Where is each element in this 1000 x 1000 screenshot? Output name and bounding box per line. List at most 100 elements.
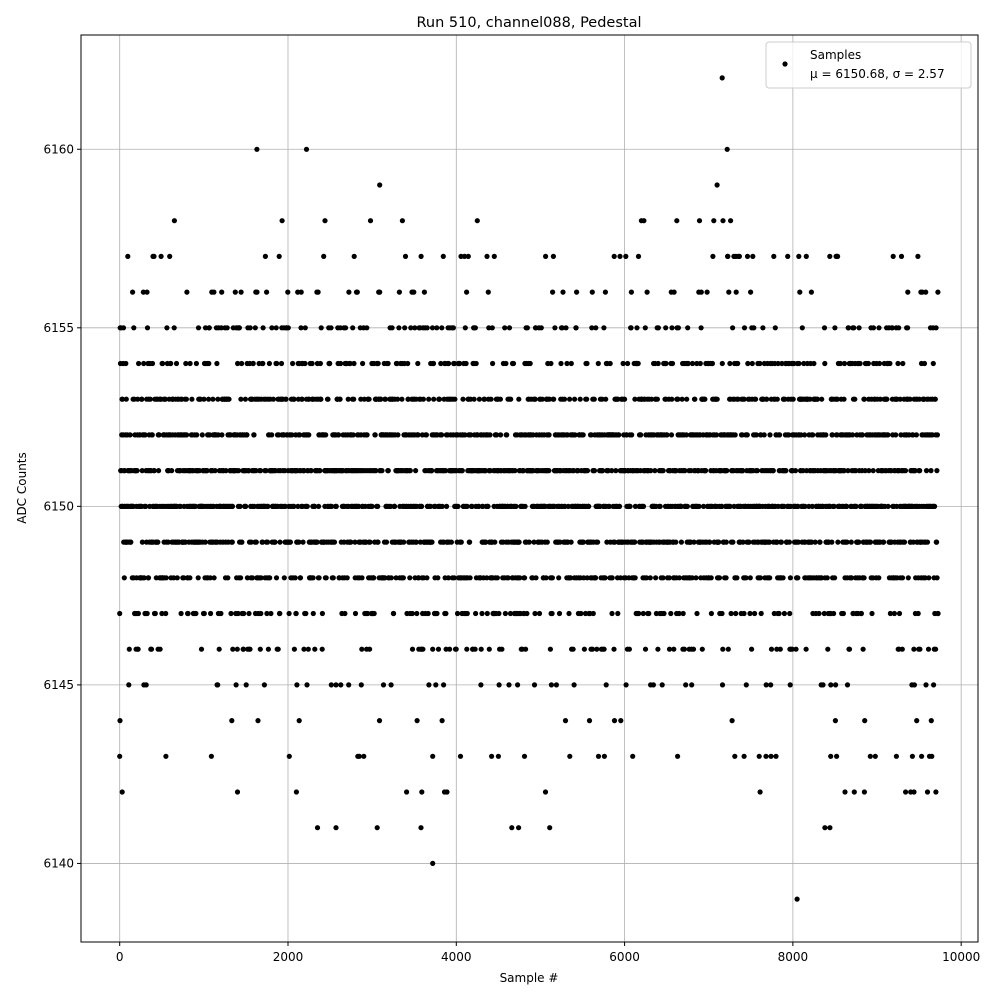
data-point [905,325,911,331]
data-point [478,646,484,652]
data-point [616,432,622,438]
data-point [458,539,464,545]
data-point [754,468,761,474]
data-point [506,682,512,688]
data-point [640,503,647,509]
data-point-outlier [903,789,909,795]
data-point [412,325,418,331]
data-point [230,646,236,652]
data-point-outlier [827,825,833,831]
data-point [594,646,600,652]
data-point [159,610,165,617]
data-point [210,396,216,402]
data-point-outlier [547,825,553,831]
data-point [462,325,468,331]
data-point [347,360,353,367]
data-point [379,468,385,474]
data-point [771,253,777,259]
data-point [632,503,639,509]
data-point [709,360,716,367]
data-point [779,360,785,367]
data-point [546,432,552,438]
data-point [710,253,716,259]
data-point [876,575,882,581]
data-point [635,253,642,259]
data-point [572,432,578,438]
data-point [258,468,264,474]
data-point [216,646,222,652]
data-point [642,325,648,331]
data-point [774,396,780,402]
data-point [492,539,498,545]
data-point [729,718,735,724]
data-point [922,575,928,581]
data-point [931,682,937,688]
data-point [527,360,533,367]
data-point [725,646,731,652]
data-point-outlier [719,75,725,81]
data-point [296,539,302,545]
data-point [611,646,617,652]
data-point [654,396,661,402]
data-point [233,682,239,688]
data-point [298,289,304,295]
data-point [681,646,688,652]
data-point [489,325,495,331]
data-point [206,396,212,402]
data-point [546,396,553,402]
data-point [215,396,221,402]
data-point [123,360,129,367]
data-point [802,432,808,438]
data-point [786,432,792,438]
data-point [318,396,324,402]
data-point [584,575,590,581]
data-point [464,646,470,652]
data-point [841,360,848,367]
data-point [550,289,556,295]
data-point [467,575,473,581]
data-point-outlier [430,860,436,867]
data-point [867,539,874,545]
data-point [741,325,748,331]
data-point [351,396,357,402]
data-point [746,539,752,545]
data-point [926,575,932,581]
data-point [418,253,424,259]
data-point-outlier [601,753,608,759]
data-point [171,575,177,581]
data-point [319,646,325,652]
data-point [454,610,461,617]
data-point [429,468,435,474]
data-point [165,539,171,545]
data-point [134,468,140,474]
data-point-outlier [117,753,123,759]
data-point [499,646,505,652]
data-point [924,539,931,545]
grid-lines [81,35,978,942]
data-point [371,610,377,617]
data-point [678,539,685,545]
data-point [845,325,852,331]
data-point-outlier [355,753,361,759]
data-point [139,468,145,474]
data-point-outlier [720,218,726,224]
data-point [314,539,320,545]
data-point [733,610,739,617]
data-point [835,253,841,259]
data-point-outlier [773,753,779,759]
data-point [660,468,666,474]
data-point [915,610,921,617]
data-point [125,253,131,259]
data-point [893,432,899,438]
data-point [841,468,847,474]
data-point [676,610,682,617]
data-point [291,503,297,509]
data-point [292,575,298,581]
data-point [928,468,934,474]
data-point [183,396,189,402]
data-point [777,646,783,652]
data-point [801,360,807,367]
data-point [485,289,491,295]
data-point [244,575,250,581]
